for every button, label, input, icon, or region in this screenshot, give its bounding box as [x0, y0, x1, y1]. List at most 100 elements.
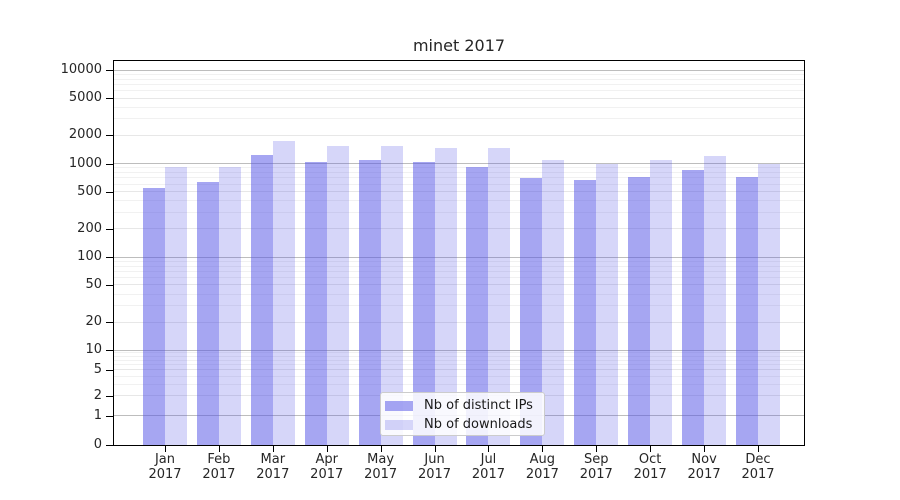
y-axis-tick: [106, 369, 113, 371]
x-axis-tick-label: Nov 2017: [677, 452, 731, 482]
y-axis-tick-label: 1000: [68, 155, 102, 171]
faint-gridline: [114, 375, 804, 377]
minor-gridline: [114, 97, 804, 99]
legend-entry-downloads: Nb of downloads: [381, 415, 544, 434]
y-axis-tick: [106, 191, 113, 193]
month-label: Jan: [154, 452, 176, 467]
downloads-bar-jul: [488, 148, 511, 445]
year-label: 2017: [687, 467, 721, 482]
distinct-ips-bar-feb: [196, 182, 219, 445]
minor-gridline: [114, 321, 804, 323]
year-label: 2017: [364, 467, 398, 482]
month-label: May: [367, 452, 395, 467]
y-axis-tick-label: 100: [77, 249, 102, 264]
faint-gridline: [114, 200, 804, 202]
y-axis-tick-label: 200: [77, 220, 102, 236]
x-axis-tick-label: Dec 2017: [731, 452, 785, 482]
month-label: Nov: [691, 452, 717, 467]
x-axis-tick: [704, 446, 706, 452]
y-axis-tick-label: 500: [77, 183, 102, 199]
faint-gridline: [114, 172, 804, 174]
year-label: 2017: [633, 467, 667, 482]
y-axis-tick: [106, 257, 113, 258]
y-axis-tick: [106, 415, 113, 417]
y-axis-tick: [106, 135, 113, 137]
x-axis-tick: [596, 446, 598, 452]
downloads-bar-mar: [272, 141, 295, 445]
faint-gridline: [114, 83, 804, 85]
downloads-bar-jun: [434, 148, 457, 445]
distinct-ips-bar-dec: [736, 177, 758, 445]
legend: Nb of distinct IPs Nb of downloads: [380, 392, 545, 436]
y-axis-tick: [106, 444, 113, 446]
distinct-ips-bar-aug: [520, 177, 543, 445]
x-axis-tick-label: Apr 2017: [300, 452, 354, 482]
year-label: 2017: [525, 467, 559, 482]
month-label: Jun: [424, 452, 445, 467]
legend-entry-distinct-ips: Nb of distinct IPs: [381, 396, 544, 415]
downloads-bar-jan: [165, 167, 187, 445]
faint-gridline: [114, 167, 804, 169]
year-label: 2017: [256, 467, 290, 482]
x-axis-tick: [542, 446, 544, 452]
faint-gridline: [114, 90, 804, 92]
y-axis-tick-label: 50: [85, 276, 102, 292]
distinct-ips-bar-mar: [250, 154, 273, 445]
year-label: 2017: [310, 467, 344, 482]
faint-gridline: [114, 265, 804, 267]
x-axis-tick: [326, 446, 328, 452]
x-axis-tick-label: Jul 2017: [461, 452, 515, 482]
x-axis-tick-label: Feb 2017: [192, 452, 246, 482]
x-axis-tick: [434, 446, 436, 452]
month-label: Dec: [745, 452, 771, 467]
faint-gridline: [114, 383, 804, 385]
downloads-bar-sep: [596, 163, 619, 445]
legend-swatch-distinct-ips: [385, 400, 413, 411]
faint-gridline: [114, 359, 804, 361]
faint-gridline: [114, 183, 804, 185]
month-label: Oct: [638, 452, 662, 467]
y-axis-tick: [106, 163, 113, 165]
x-axis-tick-label: Mar 2017: [246, 452, 300, 482]
distinct-ips-bar-may: [358, 159, 381, 445]
downloads-bar-feb: [218, 167, 241, 445]
distinct-ips-bar-jul: [466, 167, 489, 445]
distinct-ips-bar-jun: [412, 162, 435, 445]
downloads-bar-oct: [650, 160, 673, 445]
downloads-bar-may: [380, 146, 403, 445]
major-gridline: [114, 256, 804, 258]
year-label: 2017: [417, 467, 452, 482]
faint-gridline: [114, 352, 804, 354]
y-axis-tick-label: 2: [93, 387, 102, 403]
y-axis-tick-label: 1: [93, 407, 102, 423]
x-axis-tick: [380, 446, 382, 452]
distinct-ips-bar-jan: [143, 188, 165, 445]
month-label: Aug: [529, 452, 556, 467]
downloads-bar-dec: [758, 163, 780, 445]
y-axis-tick: [106, 395, 113, 397]
major-gridline: [114, 163, 804, 164]
x-axis-tick: [272, 446, 274, 452]
faint-gridline: [114, 260, 804, 262]
y-axis-tick-label: 0: [93, 436, 102, 452]
legend-label-distinct-ips: Nb of distinct IPs: [424, 398, 533, 413]
faint-gridline: [114, 177, 804, 179]
y-axis-tick: [106, 70, 113, 71]
faint-gridline: [114, 106, 804, 108]
downloads-bar-apr: [326, 146, 349, 445]
x-axis-tick: [488, 446, 490, 452]
y-axis-tick: [106, 350, 113, 351]
chart-title: minet 2017: [412, 36, 506, 55]
y-axis-tick-label: 5000: [68, 90, 102, 106]
x-axis-tick-label: May 2017: [354, 452, 408, 482]
x-axis-tick-label: Jan 2017: [138, 452, 192, 482]
minor-gridline: [114, 134, 804, 136]
distinct-ips-bar-apr: [304, 162, 327, 445]
legend-swatch-downloads: [385, 419, 413, 430]
x-axis-tick: [165, 446, 166, 452]
major-gridline: [114, 349, 804, 351]
minor-gridline: [114, 369, 804, 371]
year-label: 2017: [471, 467, 505, 482]
faint-gridline: [114, 364, 804, 366]
